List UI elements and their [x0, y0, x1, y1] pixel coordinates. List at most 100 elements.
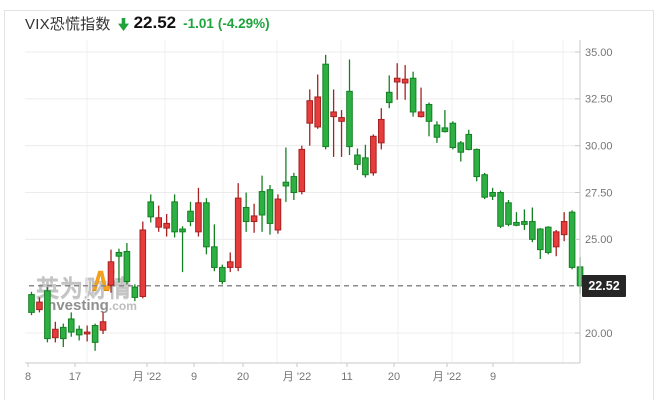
- candle[interactable]: [115, 248, 123, 283]
- candle[interactable]: [44, 287, 51, 343]
- candle[interactable]: [171, 194, 178, 238]
- candle[interactable]: [441, 110, 449, 133]
- candle[interactable]: [99, 312, 107, 334]
- candle[interactable]: [139, 221, 147, 299]
- candle[interactable]: [211, 224, 218, 272]
- candle[interactable]: [521, 209, 528, 230]
- candle-body: [219, 266, 226, 282]
- candle[interactable]: [52, 321, 59, 343]
- candle[interactable]: [250, 203, 258, 233]
- candle[interactable]: [425, 102, 433, 137]
- watermark-tld-text: .com: [108, 299, 137, 313]
- candle-body: [568, 211, 576, 268]
- candle-body: [338, 117, 345, 122]
- candle[interactable]: [544, 226, 552, 255]
- candle-body: [242, 206, 250, 223]
- candle-body: [52, 328, 59, 339]
- candle[interactable]: [489, 187, 496, 200]
- candle[interactable]: [219, 264, 226, 285]
- candle[interactable]: [131, 284, 139, 302]
- candle[interactable]: [274, 194, 282, 234]
- candle[interactable]: [457, 140, 465, 162]
- candle[interactable]: [266, 185, 274, 235]
- candle[interactable]: [346, 59, 353, 156]
- candle[interactable]: [552, 229, 560, 257]
- candle[interactable]: [505, 199, 512, 227]
- candle[interactable]: [354, 148, 361, 171]
- candle[interactable]: [242, 192, 250, 232]
- candle[interactable]: [91, 323, 99, 351]
- candle[interactable]: [107, 249, 115, 293]
- candle-body: [393, 77, 401, 83]
- candle[interactable]: [362, 144, 369, 178]
- candle[interactable]: [67, 312, 75, 337]
- y-axis-labels: 35.00 32.50 30.00 27.50 25.00 20.00: [575, 47, 613, 340]
- candle[interactable]: [322, 54, 329, 150]
- candle[interactable]: [449, 121, 457, 150]
- candle[interactable]: [537, 228, 544, 260]
- x-tick-label: 9: [490, 371, 496, 383]
- candle[interactable]: [36, 297, 43, 313]
- candle[interactable]: [147, 194, 155, 223]
- candle[interactable]: [282, 147, 290, 202]
- candle-body: [91, 325, 99, 343]
- last-price: 22.52: [133, 13, 177, 32]
- candle-body: [163, 222, 170, 229]
- candle[interactable]: [385, 75, 393, 109]
- candle[interactable]: [83, 325, 91, 342]
- candle-body: [552, 231, 560, 248]
- candle[interactable]: [298, 145, 306, 195]
- candle[interactable]: [473, 148, 480, 182]
- symbol-name[interactable]: VIX恐慌指数: [25, 15, 111, 33]
- candle[interactable]: [560, 212, 568, 242]
- candle[interactable]: [28, 291, 35, 316]
- candle[interactable]: [497, 190, 504, 229]
- candle[interactable]: [513, 212, 520, 227]
- candle-body: [385, 91, 393, 104]
- candle-body: [298, 148, 306, 193]
- candle[interactable]: [330, 89, 337, 157]
- candle[interactable]: [314, 74, 321, 129]
- candle[interactable]: [203, 198, 210, 255]
- x-tick-label: 月 '22: [133, 371, 161, 383]
- candle-body: [115, 251, 123, 257]
- candle[interactable]: [433, 121, 441, 143]
- candle[interactable]: [417, 87, 425, 118]
- candle[interactable]: [481, 172, 488, 200]
- candle-body: [107, 261, 115, 286]
- candle[interactable]: [179, 226, 186, 273]
- candle[interactable]: [123, 243, 131, 285]
- candle[interactable]: [187, 201, 194, 227]
- candle[interactable]: [306, 89, 314, 146]
- candle-body: [123, 251, 131, 282]
- candle[interactable]: [338, 110, 345, 157]
- candle[interactable]: [409, 71, 417, 117]
- current-price-badge: 22.52: [582, 275, 626, 297]
- candle[interactable]: [401, 65, 409, 100]
- candle[interactable]: [370, 134, 377, 176]
- candle[interactable]: [195, 187, 202, 237]
- candle[interactable]: [163, 214, 170, 237]
- candle[interactable]: [234, 183, 242, 272]
- candle-body: [370, 135, 377, 174]
- candle[interactable]: [258, 175, 266, 232]
- candle[interactable]: [290, 172, 298, 200]
- candle[interactable]: [155, 205, 162, 232]
- candle[interactable]: [568, 210, 576, 270]
- candle[interactable]: [465, 129, 473, 151]
- candle[interactable]: [75, 325, 83, 341]
- candle-body: [226, 261, 234, 268]
- candle-body: [544, 226, 552, 253]
- candle-body: [521, 221, 528, 225]
- candle[interactable]: [60, 323, 67, 348]
- candle-body: [362, 157, 369, 176]
- candle[interactable]: [393, 63, 401, 100]
- candle-body: [529, 221, 536, 240]
- candle-body: [425, 103, 433, 122]
- y-tick-label: 27.50: [585, 187, 613, 199]
- candle[interactable]: [226, 252, 234, 273]
- candle[interactable]: [529, 207, 536, 243]
- candle[interactable]: [378, 108, 385, 150]
- watermark-site-text: Investing: [43, 297, 109, 314]
